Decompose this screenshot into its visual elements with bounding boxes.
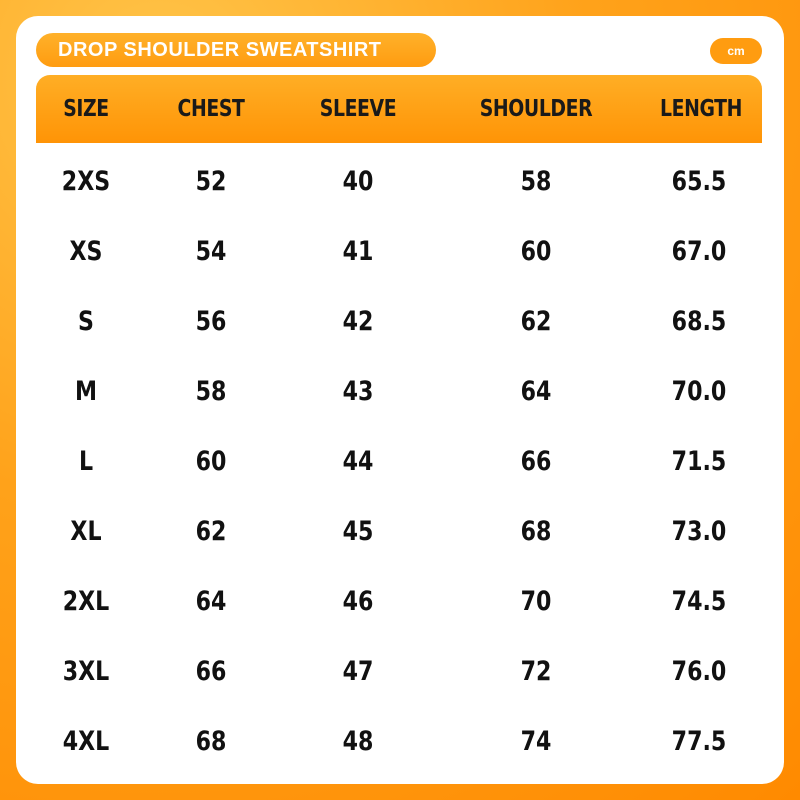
cell-shoulder: 72: [520, 655, 552, 687]
table-row: 3XL 66 47 72 76.0: [16, 636, 784, 706]
cell-sleeve: 42: [342, 305, 374, 337]
header-size: SIZE: [63, 96, 109, 122]
cell-length: 67.0: [671, 235, 727, 267]
cell-length: 68.5: [671, 305, 727, 337]
cell-sleeve: 46: [342, 585, 374, 617]
cell-sleeve: 48: [342, 725, 374, 757]
cell-size: M: [74, 375, 98, 407]
header-chest: CHEST: [177, 96, 245, 122]
header-sleeve: SLEEVE: [319, 96, 397, 122]
table-row: L 60 44 66 71.5: [16, 426, 784, 496]
cell-chest: 64: [195, 585, 227, 617]
table-row: XL 62 45 68 73.0: [16, 496, 784, 566]
cell-sleeve: 40: [342, 165, 374, 197]
cell-shoulder: 74: [520, 725, 552, 757]
cell-chest: 68: [195, 725, 227, 757]
cell-chest: 62: [195, 515, 227, 547]
cell-size: L: [78, 445, 94, 477]
table-row: XS 54 41 60 67.0: [16, 216, 784, 286]
cell-size: XS: [69, 235, 103, 267]
cell-chest: 60: [195, 445, 227, 477]
cell-shoulder: 62: [520, 305, 552, 337]
cell-length: 77.5: [671, 725, 727, 757]
cell-chest: 54: [195, 235, 227, 267]
cell-sleeve: 44: [342, 445, 374, 477]
cell-shoulder: 68: [520, 515, 552, 547]
cell-chest: 66: [195, 655, 227, 687]
cell-shoulder: 60: [520, 235, 552, 267]
cell-size: S: [78, 305, 94, 337]
cell-chest: 56: [195, 305, 227, 337]
cell-length: 71.5: [671, 445, 727, 477]
table-row: M 58 43 64 70.0: [16, 356, 784, 426]
cell-length: 65.5: [671, 165, 727, 197]
cell-size: 3XL: [62, 655, 110, 687]
table-header: [36, 75, 762, 143]
table-row: 4XL 68 48 74 77.5: [16, 706, 784, 776]
cell-size: XL: [70, 515, 102, 547]
unit-badge: cm: [710, 38, 762, 64]
table-row: 2XL 64 46 70 74.5: [16, 566, 784, 636]
cell-shoulder: 70: [520, 585, 552, 617]
cell-chest: 52: [195, 165, 227, 197]
chart-title: DROP SHOULDER SWEATSHIRT: [36, 33, 436, 67]
size-chart-card: DROP SHOULDER SWEATSHIRT cm SIZE CHEST S…: [16, 16, 784, 784]
cell-length: 73.0: [671, 515, 727, 547]
header-length: LENGTH: [659, 96, 743, 122]
cell-shoulder: 58: [520, 165, 552, 197]
cell-size: 4XL: [62, 725, 110, 757]
cell-sleeve: 45: [342, 515, 374, 547]
cell-size: 2XL: [62, 585, 110, 617]
cell-shoulder: 64: [520, 375, 552, 407]
cell-length: 76.0: [671, 655, 727, 687]
table-row: 2XS 52 40 58 65.5: [16, 146, 784, 216]
cell-length: 70.0: [671, 375, 727, 407]
cell-length: 74.5: [671, 585, 727, 617]
cell-shoulder: 66: [520, 445, 552, 477]
cell-sleeve: 41: [342, 235, 374, 267]
header-shoulder: SHOULDER: [479, 96, 593, 122]
cell-size: 2XS: [61, 165, 111, 197]
cell-sleeve: 43: [342, 375, 374, 407]
cell-chest: 58: [195, 375, 227, 407]
cell-sleeve: 47: [342, 655, 374, 687]
table-row: S 56 42 62 68.5: [16, 286, 784, 356]
